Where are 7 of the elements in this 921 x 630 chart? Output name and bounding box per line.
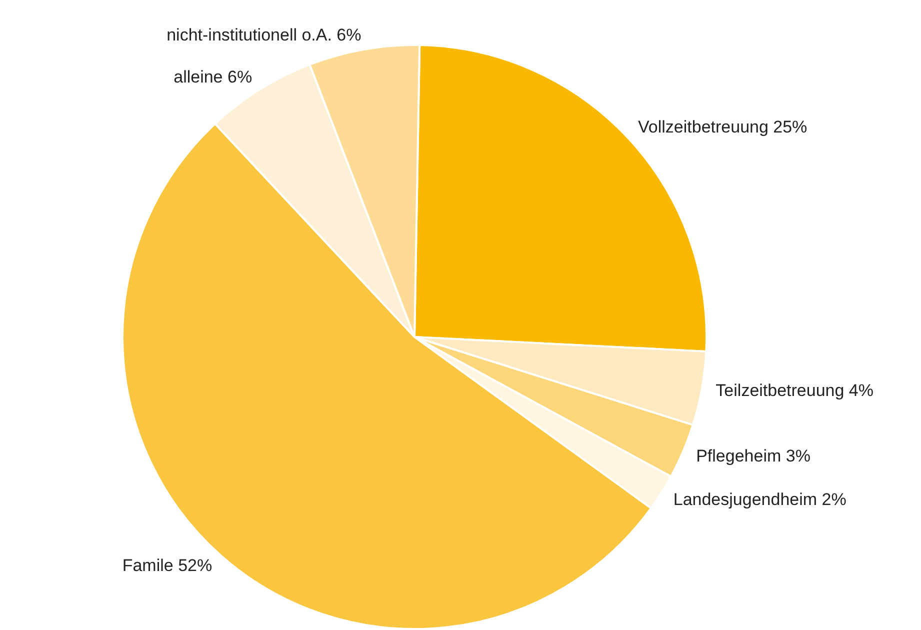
slice-label: Teilzeitbetreuung 4% — [716, 380, 874, 400]
slice-label: Vollzeitbetreuung 25% — [638, 118, 808, 137]
slice-label: Famile 52% — [122, 556, 212, 576]
slice-label: Landesjugendheim 2% — [673, 490, 846, 509]
slice-label: Pflegeheim 3% — [696, 446, 810, 466]
slice-label: alleine 6% — [174, 67, 252, 86]
slice-label: nicht-institutionell o.A. 6% — [166, 25, 362, 44]
